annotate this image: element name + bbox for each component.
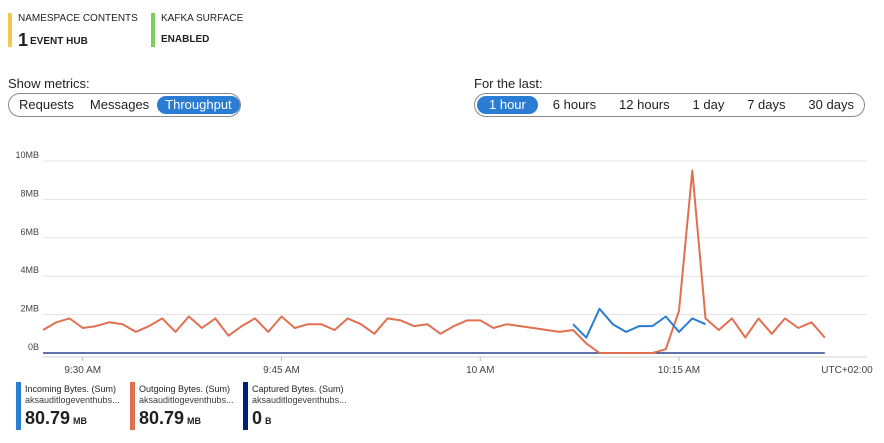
range-option-7-days[interactable]: 7 days — [747, 97, 786, 112]
y-tick-label: 4MB — [20, 265, 39, 275]
metric-option-throughput[interactable]: Throughput — [157, 96, 240, 114]
tile-color-bar — [8, 13, 12, 47]
range-option-1-day[interactable]: 1 day — [692, 97, 725, 112]
metric-option-requests[interactable]: Requests — [19, 97, 74, 112]
y-tick-label: 0B — [28, 342, 39, 352]
legend-captured[interactable]: Captured Bytes. (Sum) aksauditlogeventhu… — [243, 382, 347, 430]
x-tick-label: 9:30 AM — [64, 365, 101, 376]
x-tick-label: 10 AM — [466, 365, 494, 376]
metrics-selector: Requests Messages Throughput — [8, 93, 241, 117]
legend-series-name: Captured Bytes. (Sum) — [252, 384, 344, 394]
y-tick-label: 8MB — [20, 188, 39, 198]
legend-outgoing[interactable]: Outgoing Bytes. (Sum) aksauditlogeventhu… — [130, 382, 234, 430]
for-the-last-label: For the last: — [474, 76, 543, 91]
legend-value: 80.79 MB — [25, 408, 88, 428]
series-line-outgoing — [42, 169, 826, 354]
tile-label: KAFKA SURFACE — [161, 13, 244, 24]
legend-value: 80.79 MB — [139, 408, 202, 428]
namespace-contents-tile[interactable]: NAMESPACE CONTENTS 1 EVENT HUB — [8, 13, 138, 50]
range-option-1-hour[interactable]: 1 hour — [477, 96, 538, 114]
series-line-incoming — [572, 307, 706, 339]
legend-series-name: Incoming Bytes. (Sum) — [25, 384, 117, 394]
range-option-30-days[interactable]: 30 days — [808, 97, 854, 112]
legend-color-bar — [243, 382, 248, 430]
legend-resource-name: aksauditlogeventhubs... — [25, 395, 120, 405]
legend-color-bar — [16, 382, 21, 430]
metric-option-messages[interactable]: Messages — [89, 97, 150, 112]
y-tick-label: 2MB — [20, 304, 39, 314]
tile-color-bar — [151, 13, 155, 47]
x-tick-label: 10:15 AM — [658, 365, 700, 376]
timezone-label: UTC+02:00 — [821, 365, 873, 376]
time-range-selector: 1 hour 6 hours 12 hours 1 day 7 days 30 … — [474, 93, 865, 117]
legend-resource-name: aksauditlogeventhubs... — [139, 395, 234, 405]
x-tick-label: 9:45 AM — [263, 365, 300, 376]
legend-resource-name: aksauditlogeventhubs... — [252, 395, 347, 405]
y-tick-label: 6MB — [20, 227, 39, 237]
tile-value: ENABLED — [161, 34, 210, 45]
legend-incoming[interactable]: Incoming Bytes. (Sum) aksauditlogeventhu… — [16, 382, 120, 430]
kafka-surface-tile[interactable]: KAFKA SURFACE ENABLED — [151, 13, 243, 47]
tile-value: 1 EVENT HUB — [18, 30, 88, 50]
show-metrics-label: Show metrics: — [8, 76, 90, 91]
legend-series-name: Outgoing Bytes. (Sum) — [139, 384, 231, 394]
legend-color-bar — [130, 382, 135, 430]
range-option-12-hours[interactable]: 12 hours — [619, 97, 670, 112]
tile-label: NAMESPACE CONTENTS — [18, 13, 138, 24]
throughput-chart[interactable]: 10MB 8MB 6MB 4MB 2MB 0B 9:30 AM 9:45 AM 10 AM 10:… — [0, 145, 884, 380]
y-tick-label: 10MB — [15, 150, 39, 160]
range-option-6-hours[interactable]: 6 hours — [552, 97, 597, 112]
